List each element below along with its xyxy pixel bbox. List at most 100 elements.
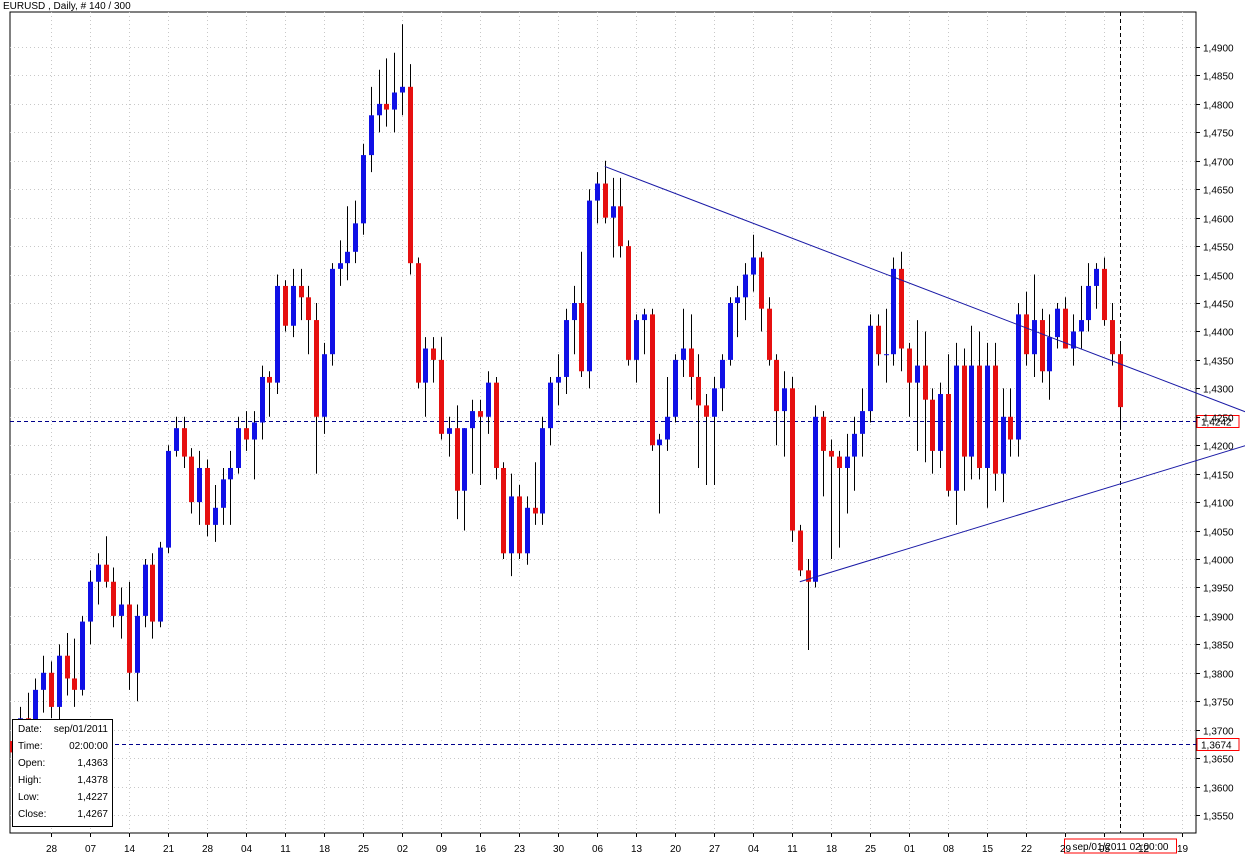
bull-candle: [166, 450, 171, 548]
bull-candle: [525, 507, 530, 554]
y-tick-label: 1,4600: [1203, 215, 1234, 226]
y-tick-label: 1,4750: [1203, 129, 1234, 140]
bear-candle: [1118, 354, 1123, 408]
bull-candle: [509, 496, 514, 554]
bear-candle: [579, 303, 584, 372]
horizontal-lines: 1,4242 1,3674: [10, 415, 1240, 752]
bull-candle: [634, 320, 639, 360]
bull-candle: [291, 285, 296, 326]
candles: [10, 24, 1123, 770]
x-tick-label: 18: [319, 844, 331, 855]
info-row: Time: 02:00:00: [18, 741, 108, 755]
bull-candle: [681, 348, 686, 360]
info-value: 1,4227: [77, 792, 108, 803]
date-label: sep/01/2011 02:00:00: [1072, 842, 1168, 853]
bull-candle: [158, 547, 163, 622]
bear-candle: [704, 405, 709, 417]
y-tick-label: 1,4550: [1203, 243, 1234, 254]
bull-candle: [41, 672, 46, 690]
price-label: 1,3674: [1201, 741, 1232, 752]
bear-candle: [821, 416, 826, 451]
bear-candle: [923, 365, 928, 400]
x-tick-label: 22: [1021, 844, 1033, 855]
x-tick-label: 27: [709, 844, 721, 855]
y-tick-label: 1,3650: [1203, 755, 1234, 766]
y-tick-label: 1,3950: [1203, 584, 1234, 595]
x-tick-label: 23: [514, 844, 526, 855]
bull-candle: [868, 325, 873, 412]
y-tick-label: 1,4050: [1203, 528, 1234, 539]
bear-candle: [408, 86, 413, 264]
bull-candle: [1047, 337, 1052, 372]
y-tick-label: 1,4800: [1203, 101, 1234, 112]
date-label-box: [1064, 838, 1177, 854]
bull-candle: [174, 428, 179, 451]
bull-candle: [595, 183, 600, 201]
info-value: sep/01/2011: [53, 724, 108, 735]
bull-candle: [400, 86, 405, 93]
y-tick-label: 1,4850: [1203, 72, 1234, 83]
bear-candle: [299, 285, 304, 298]
bull-candle: [1016, 314, 1021, 440]
y-tick-label: 1,4900: [1203, 44, 1234, 55]
info-row: Date: sep/01/2011: [18, 724, 108, 738]
y-tick-label: 1,4450: [1203, 300, 1234, 311]
x-tick-label: 20: [670, 844, 682, 855]
bull-candle: [673, 359, 678, 417]
trendlines: [604, 165, 1245, 583]
bear-candle: [244, 428, 249, 440]
bear-candle: [1008, 416, 1013, 440]
bull-candle: [657, 439, 662, 446]
bull-candle: [33, 689, 38, 730]
bear-candle: [1040, 320, 1045, 372]
y-tick-label: 1,3600: [1203, 784, 1234, 795]
bear-candle: [494, 382, 499, 468]
bull-candle: [852, 433, 857, 457]
bull-candle: [57, 655, 62, 707]
bear-candle: [650, 314, 655, 446]
bear-candle: [439, 359, 444, 434]
bull-candle: [587, 200, 592, 372]
x-tick-label: 01: [904, 844, 916, 855]
info-key: Open:: [18, 758, 46, 769]
bull-candle: [80, 621, 85, 690]
trendline: [604, 165, 1245, 413]
bear-candle: [689, 348, 694, 377]
bear-candle: [283, 285, 288, 326]
y-tick-label: 1,4350: [1203, 357, 1234, 368]
x-tick-label: 11: [280, 844, 291, 855]
bull-candle: [782, 388, 787, 412]
bear-candle: [930, 399, 935, 451]
bull-candle: [813, 416, 818, 582]
bull-candle: [665, 416, 670, 440]
bull-candle: [564, 320, 569, 377]
x-tick-label: 06: [592, 844, 604, 855]
bull-candle: [751, 257, 756, 275]
bull-candle: [322, 354, 327, 417]
x-tick-label: 02: [397, 844, 409, 855]
bull-candle: [1032, 320, 1037, 355]
bear-candle: [798, 530, 803, 571]
info-key: High:: [18, 775, 42, 786]
bear-candle: [603, 183, 608, 218]
bull-candle: [1071, 331, 1076, 349]
x-tick-label: 12: [1138, 844, 1150, 855]
trendline: [799, 445, 1245, 583]
info-key: Date:: [18, 724, 42, 735]
x-tick-label: 21: [163, 844, 175, 855]
bull-candle: [1086, 285, 1091, 321]
bear-candle: [267, 376, 272, 383]
x-tick-label: 28: [46, 844, 58, 855]
bear-candle: [626, 246, 631, 360]
bear-candle: [306, 297, 311, 321]
bear-candle: [533, 507, 538, 514]
x-tick-label: 13: [631, 844, 643, 855]
bull-candle: [143, 564, 148, 616]
bull-candle: [845, 456, 850, 468]
bear-candle: [150, 564, 155, 622]
bear-candle: [806, 570, 811, 582]
crosshair-vertical: sep/01/2011 02:00:00: [1064, 12, 1177, 854]
info-row: Close: 1,4267: [18, 809, 108, 823]
x-tick-label: 25: [358, 844, 370, 855]
bull-candle: [1055, 308, 1060, 338]
